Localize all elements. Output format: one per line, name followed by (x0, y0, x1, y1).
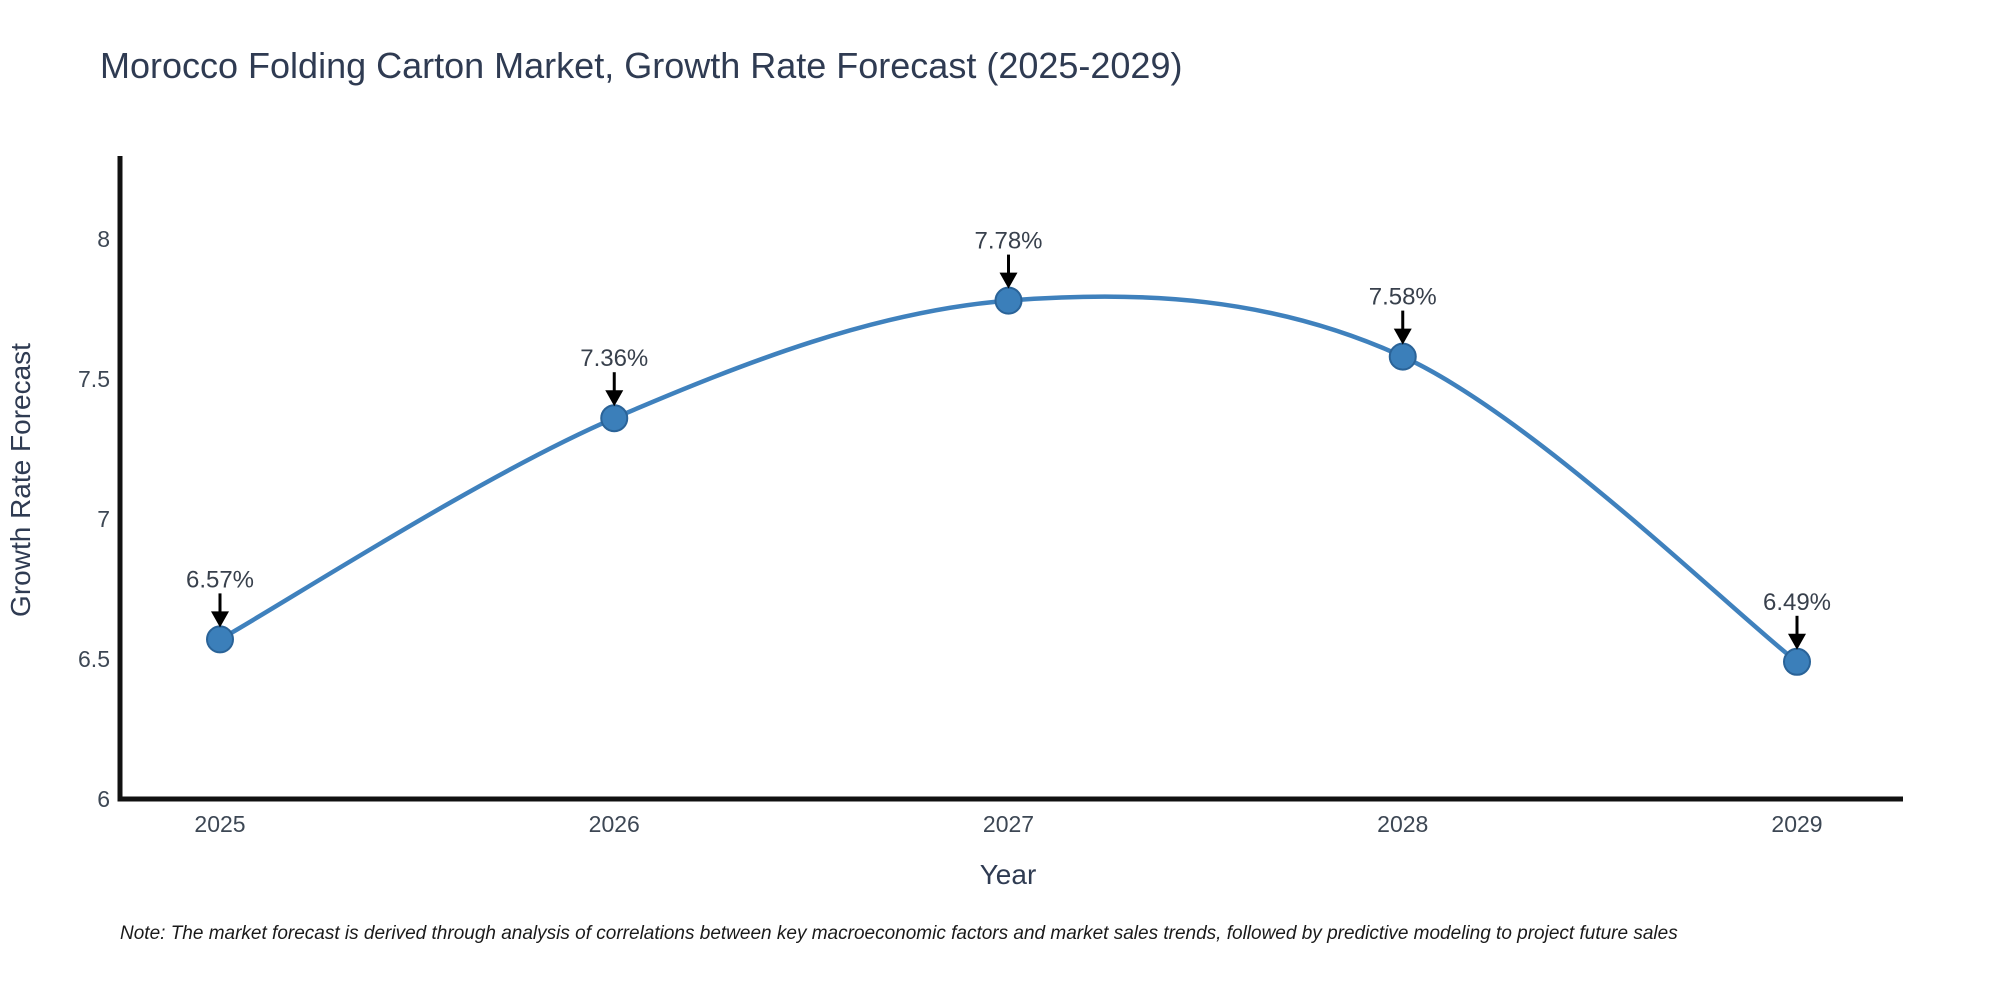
x-tick-label: 2027 (983, 811, 1034, 837)
x-axis-label: Year (980, 859, 1037, 890)
y-tick-label: 8 (97, 226, 110, 252)
point-value-annotation: 6.49% (1763, 589, 1831, 616)
annotation-arrow-head (1393, 328, 1412, 345)
trend-line (218, 294, 1799, 664)
data-point-marker (600, 404, 629, 433)
annotation-arrow-head (211, 611, 229, 628)
point-value-annotation: 7.78% (974, 228, 1042, 255)
annotation-arrow-head (1788, 633, 1806, 650)
point-value-annotation: 6.57% (186, 566, 254, 593)
data-point-marker (206, 625, 234, 654)
point-value-annotation: 7.58% (1369, 284, 1437, 311)
x-tick-label: 2025 (194, 811, 245, 837)
annotation-arrow-head (999, 272, 1018, 289)
footnote: Note: The market forecast is derived thr… (120, 923, 1678, 944)
y-axis-label: Growth Rate Forecast (5, 343, 36, 617)
y-tick-label: 7.5 (78, 366, 110, 392)
x-tick-label: 2028 (1377, 811, 1428, 837)
y-tick-label: 6.5 (78, 646, 110, 672)
plot-area: 6 6.5 7 7.5 8 2025 2026 2027 2028 2029 6.57% 7.36% 7… (78, 156, 1903, 837)
x-tick-label: 2029 (1771, 811, 1822, 837)
x-tick-label: 2026 (589, 811, 640, 837)
point-value-annotation: 7.36% (580, 345, 648, 372)
data-point-marker (1388, 342, 1417, 371)
chart-title: Morocco Folding Carton Market, Growth Ra… (100, 45, 1182, 86)
axis-spines (117, 156, 1903, 802)
y-tick-label: 6 (97, 786, 110, 812)
data-point-marker (1783, 647, 1811, 676)
annotation-arrow-head (605, 390, 624, 407)
data-point-marker (994, 286, 1023, 315)
y-tick-label: 7 (97, 506, 110, 532)
